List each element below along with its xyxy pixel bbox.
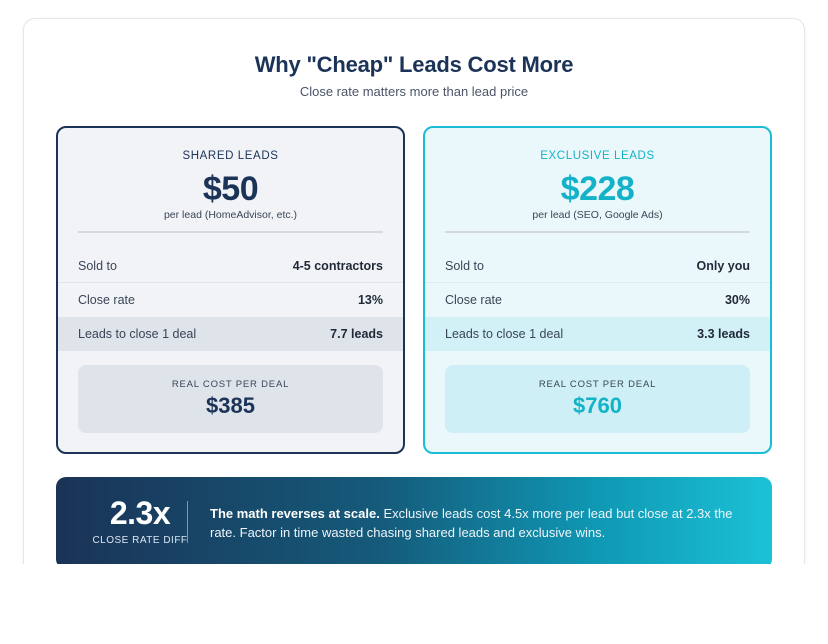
- page-subtitle: Close rate matters more than lead price: [299, 84, 529, 99]
- leads-to-close-row: Leads to close 1 deal 3.3 leads: [425, 317, 770, 351]
- plan-price-note: per lead (HomeAdvisor, etc.): [163, 209, 298, 221]
- real-cost-box: REAL COST PER DEAL $385: [78, 365, 383, 433]
- sold-to-row: Sold to Only you: [425, 249, 770, 283]
- real-cost-value: $760: [573, 393, 622, 418]
- summary-banner: 2.3x CLOSE RATE DIFF The math reverses a…: [56, 477, 772, 569]
- plan-price-note: per lead (SEO, Google Ads): [532, 209, 663, 221]
- row-label: Sold to: [78, 258, 117, 273]
- shared-leads-card: SHARED LEADS $50 per lead (HomeAdvisor, …: [56, 126, 405, 454]
- leads-to-close-row: Leads to close 1 deal 7.7 leads: [58, 317, 403, 351]
- stat-label: CLOSE RATE DIFF: [92, 535, 188, 546]
- row-label: Leads to close 1 deal: [78, 327, 197, 341]
- row-value: Only you: [696, 258, 750, 273]
- row-value: 4-5 contractors: [292, 258, 383, 273]
- stat-divider: [187, 501, 188, 543]
- plan-price: $50: [202, 170, 259, 208]
- plan-label: EXCLUSIVE LEADS: [540, 150, 655, 162]
- row-label: Close rate: [445, 293, 502, 307]
- exclusive-leads-card: EXCLUSIVE LEADS $228 per lead (SEO, Goog…: [423, 126, 772, 454]
- plan-price: $228: [560, 170, 635, 208]
- real-cost-value: $385: [206, 393, 255, 418]
- row-value: 13%: [357, 293, 383, 307]
- stat-value: 2.3x: [109, 495, 171, 531]
- row-label: Close rate: [78, 293, 135, 307]
- close-rate-row: Close rate 30%: [425, 283, 770, 317]
- banner-text-rest: Exclusive leads cost 4.5x more per lead …: [210, 506, 733, 540]
- real-cost-label: REAL COST PER DEAL: [538, 379, 657, 390]
- plan-divider: [445, 231, 750, 233]
- viewport-cutoff: [0, 564, 828, 644]
- row-label: Leads to close 1 deal: [445, 327, 564, 341]
- row-value: 30%: [724, 293, 750, 307]
- page-title: Why "Cheap" Leads Cost More: [254, 52, 574, 77]
- row-value: 7.7 leads: [330, 327, 383, 341]
- real-cost-box: REAL COST PER DEAL $760: [445, 365, 750, 433]
- banner-text-bold: The math reverses at scale.: [210, 506, 380, 521]
- plan-label: SHARED LEADS: [182, 150, 279, 162]
- row-label: Sold to: [445, 258, 484, 273]
- banner-text: The math reverses at scale. Exclusive le…: [210, 504, 755, 542]
- row-value: 3.3 leads: [697, 327, 750, 341]
- close-rate-row: Close rate 13%: [58, 283, 403, 317]
- plan-divider: [78, 231, 383, 233]
- real-cost-label: REAL COST PER DEAL: [171, 379, 290, 390]
- sold-to-row: Sold to 4-5 contractors: [58, 249, 403, 283]
